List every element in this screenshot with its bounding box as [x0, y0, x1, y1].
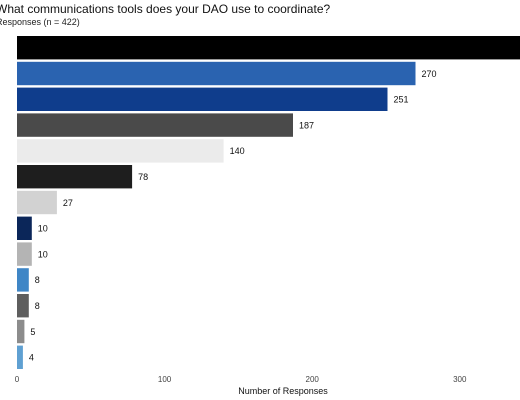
bar-8 [17, 242, 32, 266]
value-label-2: 251 [394, 95, 409, 105]
value-label-8: 10 [38, 249, 48, 259]
x-axis-ticks: 0 100 200 300 [15, 375, 467, 384]
x-axis-title: Number of Responses [238, 386, 328, 396]
value-label-7: 10 [38, 224, 48, 234]
value-label-6: 27 [63, 198, 73, 208]
chart-subtitle: Responses (n = 422) [0, 17, 80, 27]
bar-7 [17, 216, 32, 240]
bar-10 [17, 294, 29, 318]
bars-group [17, 36, 520, 369]
bar-12 [17, 345, 23, 369]
value-label-12: 4 [29, 353, 34, 363]
bar-4 [17, 139, 224, 163]
value-label-4: 140 [230, 146, 245, 156]
bar-11 [17, 319, 25, 344]
bar-1 [17, 61, 416, 86]
bar-6 [17, 190, 57, 215]
value-label-5: 78 [138, 172, 148, 182]
x-tick-label-3: 300 [453, 375, 467, 384]
bar-0 [17, 36, 520, 60]
value-label-1: 270 [422, 69, 437, 79]
value-label-10: 8 [35, 301, 40, 311]
x-tick-label-0: 0 [15, 375, 20, 384]
bar-5 [17, 165, 133, 189]
chart-title: What communications tools does your DAO … [0, 2, 331, 16]
value-labels-group: 270 251 187 140 78 27 10 10 8 8 5 4 [29, 69, 437, 363]
value-label-3: 187 [299, 120, 314, 130]
value-label-9: 8 [35, 275, 40, 285]
x-tick-label-1: 100 [158, 375, 172, 384]
bar-9 [17, 268, 29, 292]
value-label-11: 5 [30, 327, 35, 337]
bar-3 [17, 113, 293, 137]
x-tick-label-2: 200 [306, 375, 320, 384]
bar-2 [17, 87, 388, 111]
